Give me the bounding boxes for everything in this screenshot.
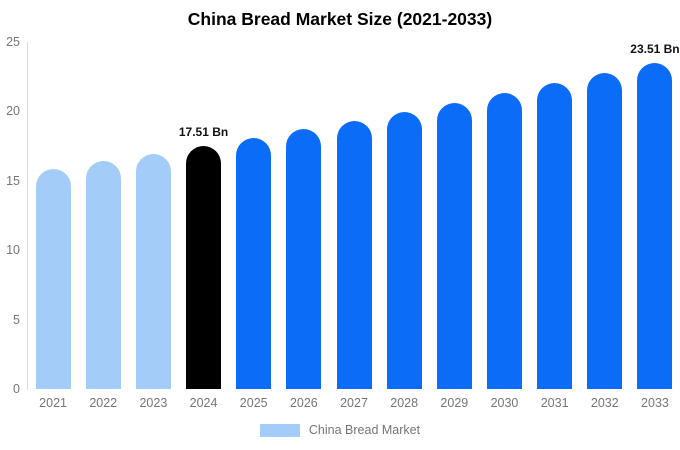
x-tick-label-2026: 2026: [289, 396, 318, 410]
x-tick-label-2029: 2029: [440, 396, 469, 410]
legend[interactable]: China Bread Market: [0, 423, 680, 437]
bar-slot-2027: [329, 42, 379, 389]
legend-label: China Bread Market: [308, 423, 421, 437]
y-axis-labels: 0 5 10 15 20 25: [0, 35, 20, 396]
y-tick-label-25: 25: [6, 35, 20, 49]
bar-2027[interactable]: [336, 120, 372, 389]
bar-slot-2029: [429, 42, 479, 389]
y-tick-label-10: 10: [6, 243, 20, 258]
bar-2025[interactable]: [236, 137, 272, 389]
y-tick-label-15: 15: [6, 173, 20, 188]
x-tick-label-2022: 2022: [89, 396, 118, 410]
bar-slot-2033: 23.51 Bn: [630, 42, 680, 389]
chart-title: China Bread Market Size (2021-2033): [187, 9, 493, 29]
bar-slot-2031: [530, 42, 580, 389]
bar-value-label-2033: 23.51 Bn: [630, 41, 680, 56]
bar-2028[interactable]: [386, 111, 422, 389]
bar-value-label-2024: 17.51 Bn: [178, 124, 229, 139]
x-tick-label-2033: 2033: [641, 396, 669, 410]
x-tick-label-2025: 2025: [239, 396, 268, 410]
legend-swatch: [259, 423, 300, 437]
x-tick-label-2032: 2032: [590, 396, 619, 410]
x-tick-label-2027: 2027: [340, 396, 368, 410]
bar-slot-2025: [229, 42, 279, 389]
y-axis-line: [27, 42, 28, 390]
bar-2024[interactable]: [186, 145, 222, 389]
x-tick-label-2024: 2024: [189, 396, 218, 410]
bar-slot-2032: [580, 42, 630, 389]
x-tick-label-2023: 2023: [139, 396, 168, 410]
x-tick-label-2030: 2030: [490, 396, 519, 410]
x-tick-label-2021: 2021: [39, 396, 67, 410]
y-tick-label-0: 0: [13, 382, 20, 396]
bar-2032[interactable]: [587, 73, 623, 389]
bar-slot-2028: [379, 42, 429, 389]
bar-2026[interactable]: [286, 129, 322, 389]
x-tick-label-2031: 2031: [540, 396, 569, 410]
bar-2022[interactable]: [85, 161, 121, 389]
bar-slot-2030: [479, 42, 529, 389]
bar-2021[interactable]: [35, 168, 71, 389]
bar-2033[interactable]: [637, 62, 673, 389]
bar-slot-2021: [28, 42, 78, 389]
bar-slot-2022: [78, 42, 128, 389]
x-tick-label-2028: 2028: [390, 396, 419, 410]
plot-area: 17.51 Bn 23.51 Bn: [28, 42, 680, 389]
bar-2023[interactable]: [135, 153, 171, 389]
bar-slot-2023: [128, 42, 178, 389]
y-tick-label-5: 5: [13, 312, 20, 327]
x-axis-labels: 2021 2022 2023 2024 2025 2026 2027 2028 2029 2030…: [28, 396, 680, 410]
bar-slot-2024: 17.51 Bn: [178, 42, 228, 389]
bar-2030[interactable]: [486, 93, 522, 389]
bar-slot-2026: [279, 42, 329, 389]
y-tick-label-20: 20: [6, 104, 20, 119]
bar-2031[interactable]: [537, 83, 573, 389]
bar-2029[interactable]: [436, 102, 472, 389]
